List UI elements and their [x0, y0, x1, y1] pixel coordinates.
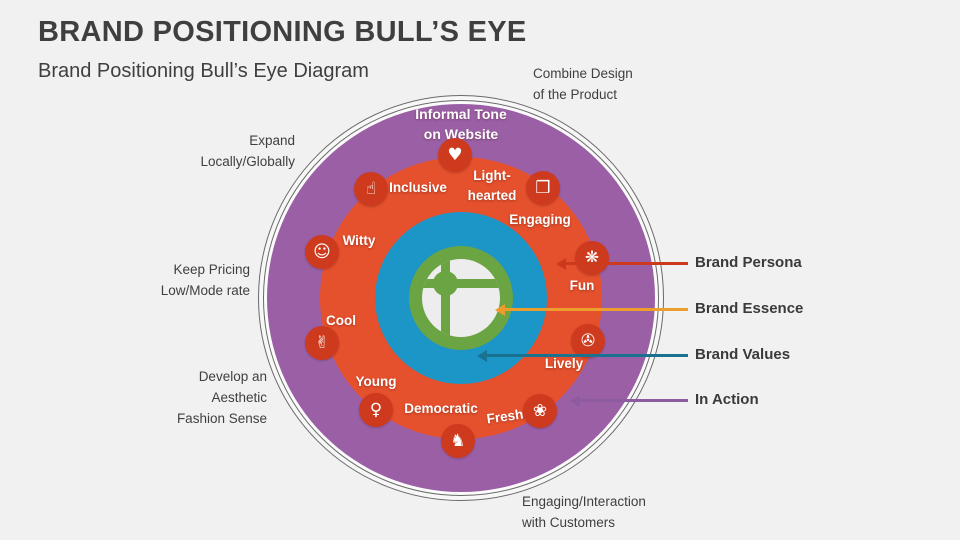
brand-values-arrowhead-icon: [477, 349, 487, 362]
legend-label-brand-essence: Brand Essence: [695, 300, 804, 317]
brand-values-arrow: [477, 349, 688, 362]
brand-essence-arrowhead-icon: [495, 303, 505, 316]
media-cards-icon: ❒: [526, 171, 560, 205]
in-action-arrow: [570, 394, 688, 407]
camera-tripod-icon: ✇: [571, 324, 605, 358]
brand-essence-arrow: [495, 303, 688, 316]
label-develop-aesthetic: Develop an Aesthetic Fashion Sense: [176, 369, 267, 426]
plant-person-icon: ❀: [523, 394, 557, 428]
crosshair-vertical-bar: [440, 259, 450, 337]
label-combine-design: Combine Design of the Product: [533, 66, 633, 102]
page-title: BRAND POSITIONING BULL’S EYE: [38, 16, 527, 48]
party-popper-icon: ❋: [575, 241, 609, 275]
legend-label-in-action: In Action: [695, 391, 759, 408]
shaka-hand-icon: ✌: [305, 326, 339, 360]
ring-label-fun: Fun: [569, 278, 595, 293]
man-in-suit-icon: ☺: [305, 235, 339, 269]
ring-label-informal-tone: Informal Tone on Website: [415, 106, 507, 142]
horse-icon: ♞: [441, 424, 475, 458]
ring-label-witty: Witty: [342, 233, 376, 248]
open-hand-icon: ☝: [354, 172, 388, 206]
in-action-arrowhead-icon: [570, 394, 580, 407]
bullseye-center: [422, 259, 500, 337]
ring-label-engaging: Engaging: [509, 212, 571, 227]
brand-persona-arrow: [556, 257, 688, 270]
crosshair-dot: [432, 270, 458, 296]
brand-persona-arrowhead-icon: [556, 257, 566, 270]
woman-icon: ♀: [359, 393, 393, 427]
legend-label-brand-persona: Brand Persona: [695, 254, 802, 271]
page-subtitle: Brand Positioning Bull’s Eye Diagram: [38, 60, 369, 82]
label-expand-locally: Expand Locally/Globally: [200, 133, 295, 169]
crosshair-horizontal-bar: [422, 278, 500, 288]
ring-label-light-hearted: Light- hearted: [467, 168, 517, 203]
ring-label-young: Young: [355, 374, 397, 389]
label-engaging-interaction: Engaging/Interaction with Customers: [522, 494, 646, 530]
label-keep-pricing: Keep Pricing Low/Mode rate: [160, 262, 250, 298]
ring-label-lively: Lively: [544, 356, 584, 371]
hands-heart-icon: ♥: [438, 138, 472, 172]
ring-label-democratic: Democratic: [404, 401, 478, 416]
ring-label-inclusive: Inclusive: [389, 180, 447, 195]
ring-label-cool: Cool: [326, 313, 356, 328]
legend-label-brand-values: Brand Values: [695, 346, 791, 363]
